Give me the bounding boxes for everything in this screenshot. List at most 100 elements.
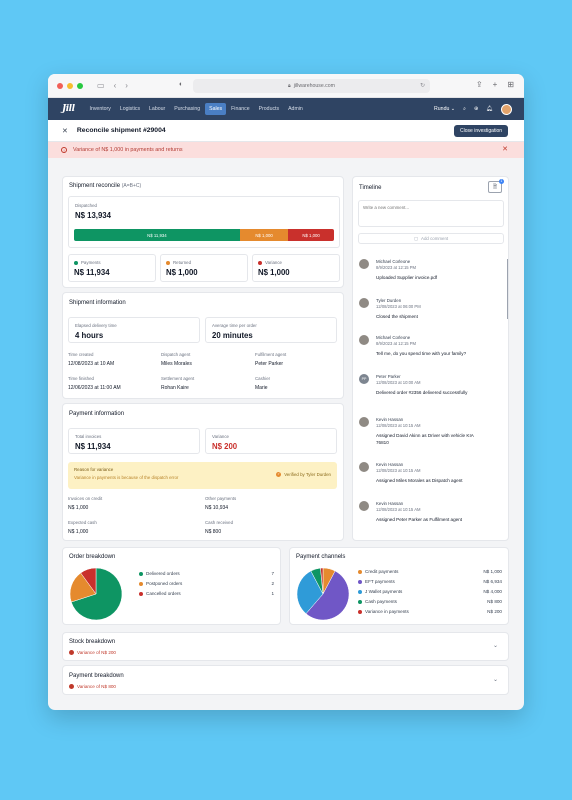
timeline-date: 8/9/2023 at 12:15 PM (376, 341, 417, 346)
expected-cash-field: Expected cash N$ 1,000 (68, 520, 97, 535)
nav-item-admin[interactable]: Admin (288, 106, 303, 112)
verified-badge: ✓ Verified by Tyler Durden (276, 472, 331, 477)
timeline-scrollbar[interactable] (507, 259, 508, 319)
page-header: ✕ Reconcile shipment #29004 Close invest… (48, 120, 524, 142)
tab-overview-icon[interactable]: ⊞ (507, 80, 514, 89)
stock-breakdown-card[interactable]: Stock breakdown Variance of N$ 200 ⌄ (62, 632, 509, 661)
browser-toolbar: ▭ ‹ › ◐ 🔒︎ jillwarehouse.com ↻ ⇪ + ⊞ (48, 74, 524, 98)
timeline-date: 12/08/2023 at 10:00 AM (376, 380, 421, 385)
time-finished-label: Time finished (68, 376, 94, 381)
settlement-agent-value: Rohan Kaire (161, 385, 189, 391)
bell-icon[interactable]: 🔔︎ (486, 106, 493, 112)
timeline-entry: Michael Corleone 8/9/2023 at 12:15 PM Upl… (359, 259, 499, 289)
order-breakdown-card: Order breakdown Delivered orders 7 Postpon… (62, 547, 281, 625)
new-tab-icon[interactable]: + (492, 80, 498, 89)
sidebar-toggle-icon[interactable]: ▭ (97, 81, 105, 90)
stat-value: N$ 11,934 (74, 268, 110, 277)
timeline-date: 12/08/2023 at 06:00 PM (376, 304, 421, 309)
payment-breakdown-card[interactable]: Payment breakdown Variance of N$ 800 ⌄ (62, 665, 509, 695)
expected-cash-label: Expected cash (68, 520, 97, 525)
minimize-window-button[interactable] (67, 82, 73, 89)
back-arrow-icon[interactable]: ‹ (113, 81, 117, 90)
order-pie-chart (69, 567, 123, 621)
cashier-field: Cashier Marie (255, 376, 270, 391)
settlement-agent-field: Settlement agent Rohan Kaire (161, 376, 194, 391)
nav-item-logistics[interactable]: Logistics (119, 106, 141, 112)
dispatched-label: Dispatched (75, 203, 97, 208)
other-payments-label: Other payments (205, 496, 237, 501)
alert-text: Variance of N$ 1,000 in payments and ret… (73, 147, 183, 153)
timeline-author: Kevin Hassan (376, 501, 404, 506)
dispatched-box: Dispatched N$ 13,934 N$ 11,934 N$ 1,000 N$… (68, 196, 340, 248)
timeline-entry: Kevin Hassan 12/08/2023 at 10:15 AM Assig… (359, 501, 499, 531)
location-selector[interactable]: Rundu ⌄ (434, 106, 456, 112)
expected-cash-value: N$ 1,000 (68, 529, 89, 535)
avatar: PP (359, 374, 369, 384)
app-logo[interactable]: Jill (62, 104, 75, 114)
channel-legend-item: J Wallet payments (358, 589, 402, 594)
dismiss-alert-icon[interactable]: ✕ (502, 146, 508, 153)
share-icon[interactable]: ⇪ (475, 80, 483, 89)
other-payments-value: N$ 10,934 (205, 505, 229, 511)
variance-value: N$ 200 (212, 442, 238, 451)
timeline-author: Peter Parker (376, 374, 401, 379)
maximize-window-button[interactable] (77, 82, 83, 89)
comment-input[interactable] (358, 200, 504, 227)
nav-item-labour[interactable]: Labour (149, 106, 166, 112)
privacy-shield-icon[interactable]: ◐ (179, 81, 184, 88)
total-invoices-value: N$ 11,934 (75, 442, 111, 451)
order-slice-0 (70, 567, 123, 621)
channel-legend-item: Variance in payments (358, 609, 409, 614)
payment-variance: Variance of N$ 800 (69, 684, 116, 689)
status-dot-icon (74, 260, 78, 265)
nav-item-finance[interactable]: Finance (231, 106, 250, 112)
nav-item-inventory[interactable]: Inventory (89, 106, 111, 112)
nav-item-products[interactable]: Products (258, 106, 280, 112)
close-investigation-button[interactable]: Close investigation (454, 125, 508, 137)
lock-icon: 🔒︎ (288, 83, 291, 89)
fulfilment-agent-label: Fulfilment agent (255, 352, 287, 357)
reason-text: Variance in payments is because of the d… (74, 475, 179, 480)
order-breakdown-title: Order breakdown (69, 554, 116, 560)
bar-segment-0: N$ 11,934 (74, 229, 240, 241)
warning-icon: ! (61, 147, 67, 153)
add-comment-button[interactable]: ▢ Add comment (358, 233, 504, 244)
channel-legend-value: N$ 200 (487, 609, 502, 614)
address-bar[interactable]: 🔒︎ jillwarehouse.com ↻ (193, 79, 430, 93)
timeline-message: Closed the shipment (376, 314, 418, 319)
close-icon[interactable]: ✕ (62, 127, 68, 135)
legend-label: Cash payments (365, 599, 397, 604)
channel-legend-item: Cash payments (358, 599, 397, 604)
channel-slice-2 (296, 570, 324, 615)
nav-item-sales[interactable]: Sales (205, 103, 227, 115)
invoices-credit-label: Invoices on credit (68, 496, 103, 501)
order-legend-item: Postponed orders (139, 581, 182, 586)
settlement-agent-label: Settlement agent (161, 376, 195, 381)
timeline-entry: Kevin Hassan 12/08/2023 at 10:15 AM Assig… (359, 462, 499, 492)
nav-item-purchasing[interactable]: Purchasing (174, 106, 201, 112)
location-label: Rundu (434, 106, 450, 112)
forward-arrow-icon[interactable]: › (125, 81, 128, 90)
timeline-entry: Tyler Durden 12/08/2023 at 06:00 PM Close… (359, 298, 499, 328)
order-legend-value: 2 (271, 581, 274, 586)
bar-segment-2: N$ 1,000 (288, 229, 334, 241)
globe-icon[interactable]: ⊕ (474, 106, 479, 112)
chevron-down-icon[interactable]: ⌄ (492, 643, 498, 649)
avatar (359, 259, 369, 269)
other-payments-field: Other payments N$ 10,934 (205, 496, 236, 511)
channel-legend-value: N$ 800 (487, 599, 502, 604)
average-value: 20 minutes (212, 331, 253, 340)
search-icon[interactable]: ⌕ (463, 105, 467, 112)
document-icon[interactable]: 🗎︎ 1 (488, 179, 504, 193)
user-avatar[interactable] (501, 103, 512, 115)
legend-dot-icon (358, 599, 362, 604)
status-dot-icon (166, 260, 170, 265)
stock-breakdown-title: Stock breakdown (69, 639, 116, 645)
close-window-button[interactable] (57, 82, 63, 89)
timeline-message: Tell me, do you spend time with your fam… (376, 351, 467, 356)
time-created-value: 12/08/2023 at 10 AM (68, 361, 115, 367)
chevron-down-icon[interactable]: ⌄ (492, 677, 498, 683)
stat-variance: Variance N$ 1,000 (252, 254, 340, 282)
timeline-title: Timeline (359, 185, 382, 191)
reload-icon[interactable]: ↻ (419, 83, 425, 89)
